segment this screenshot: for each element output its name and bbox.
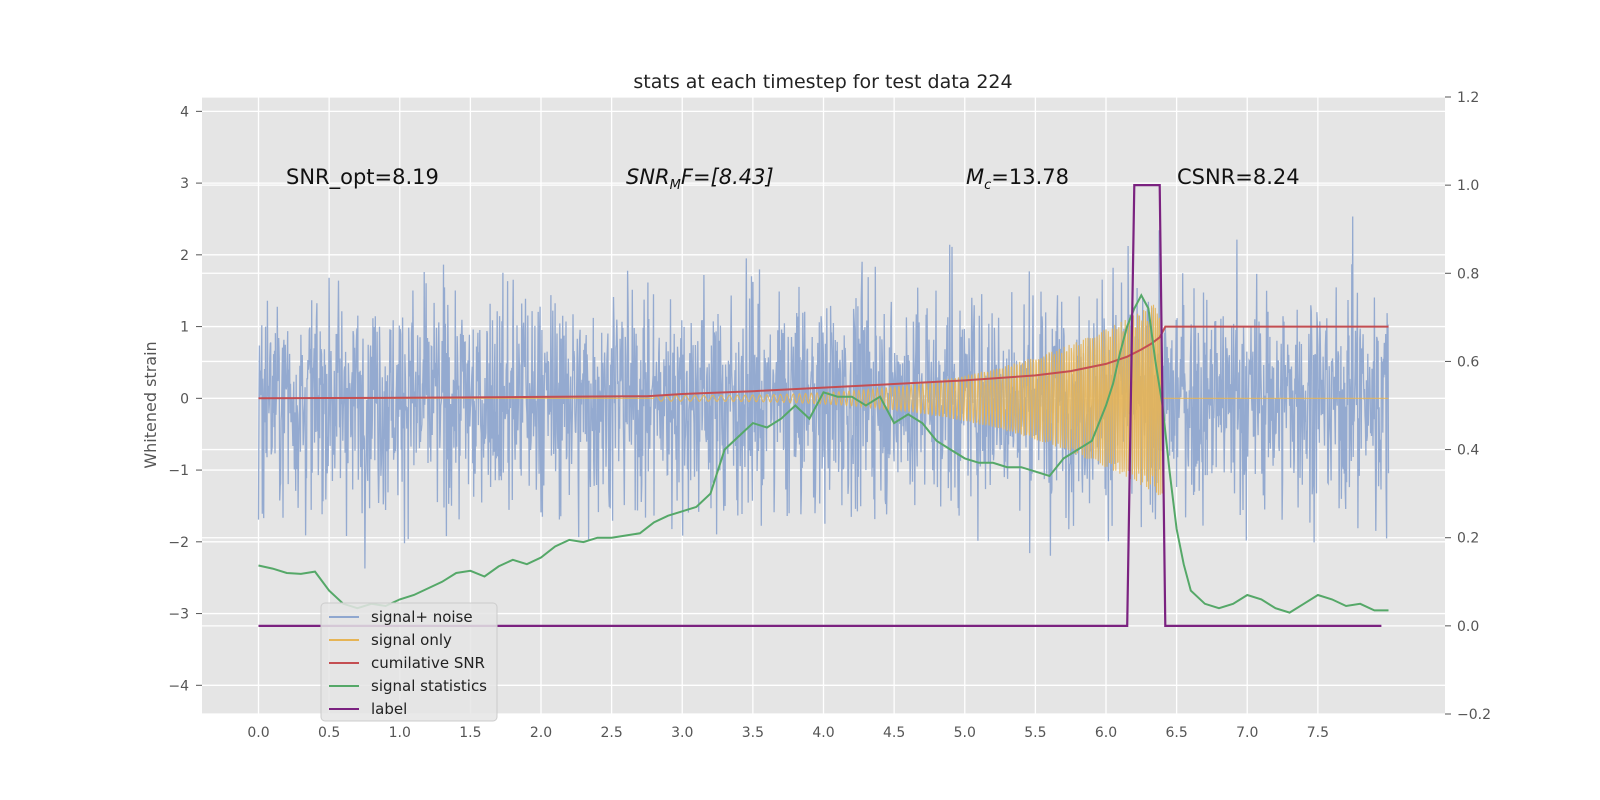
x-tick-label: 7.5 [1307,725,1329,741]
annotation-mc-main: M [966,165,984,189]
x-tick-label: 1.5 [459,725,481,741]
x-tick-label: 6.5 [1165,725,1187,741]
plot-content [257,184,1390,627]
y-tick-label: −1 [168,463,189,479]
x-tick-label: 0.0 [247,725,269,741]
legend-label: signal+ noise [371,608,473,626]
annotation-chirp-mass: Mc=13.78 [966,165,1069,193]
annotation-snr-mf-tail: F=[8.43] [681,165,774,189]
y-tick-label: 3 [180,176,189,192]
legend-label: signal statistics [371,677,487,695]
legend-label: cumilative SNR [371,654,485,672]
series-label [258,184,1382,627]
y2-tick-label: 0.0 [1457,619,1479,635]
y-tick-label: −3 [168,607,189,623]
x-tick-label: 2.5 [600,725,622,741]
y-tick-label: 1 [180,320,189,336]
y-tick-label: 4 [180,104,189,120]
x-tick-label: 3.0 [671,725,693,741]
annotation-mc-tail: =13.78 [991,165,1069,189]
x-tick-label: 5.0 [954,725,976,741]
y2-tick-label: 1.0 [1457,178,1479,194]
y2-tick-label: 0.2 [1457,531,1479,547]
annotation-snr-mf-sub: M [670,178,681,193]
y-tick-label: −4 [168,678,189,694]
y2-tick-label: 0.8 [1457,266,1479,282]
x-tick-label: 1.0 [389,725,411,741]
axes: 0.0 0.5 1.0 1.5 2.0 2.5 3.0 3.5 4.0 4.5 5.0 5.5 6.0 6… [168,90,1491,741]
chart-title: stats at each timestep for test data 224 [633,71,1012,93]
x-tick-label: 0.5 [318,725,340,741]
y2-tick-label: 0.6 [1457,354,1479,370]
x-tick-label: 2.0 [530,725,552,741]
annotation-csnr: CSNR=8.24 [1177,165,1300,189]
annotation-snr-mf-main: SNR [626,165,670,189]
legend-box [320,602,498,722]
y-tick-label: 2 [180,248,189,264]
annotation-snr-opt: SNR_opt=8.19 [286,165,439,190]
legend: signal+ noise signal only cumilative SNR si… [320,602,498,722]
y2-tick-label: 1.2 [1457,90,1479,106]
x-tick-label: 5.5 [1024,725,1046,741]
series-cumulative-snr [258,325,1389,400]
x-tick-label: 7.0 [1236,725,1258,741]
legend-label: label [371,700,407,718]
series-signal-statistics [258,293,1389,614]
series-signal-plus-noise [257,216,1390,569]
annotation-snr-mf: SNRMF=[8.43] [626,165,774,193]
y-axis-label: Whitened strain [141,341,160,468]
annotation-mc-sub: c [984,178,991,193]
x-tick-label: 3.5 [742,725,764,741]
x-tick-label: 4.5 [883,725,905,741]
y-tick-label: 0 [180,391,189,407]
y2-tick-label: 0.4 [1457,443,1479,459]
legend-label: signal only [371,631,452,649]
x-tick-label: 6.0 [1095,725,1117,741]
y2-tick-label: −0.2 [1457,707,1491,723]
x-tick-label: 4.0 [812,725,834,741]
y-tick-label: −2 [168,535,189,551]
